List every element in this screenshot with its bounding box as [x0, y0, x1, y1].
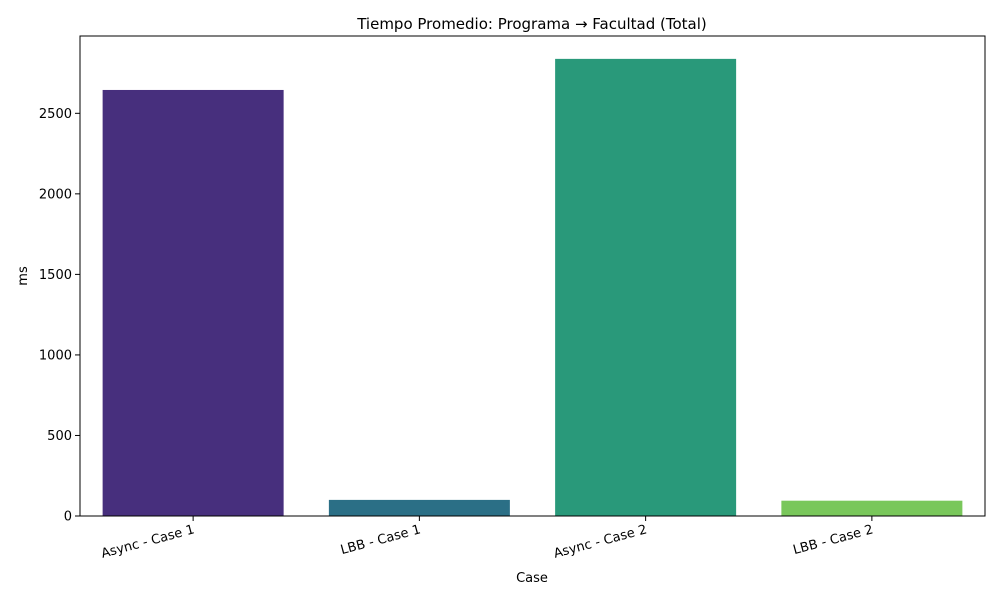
- x-tick-label: LBB - Case 1: [339, 522, 422, 558]
- y-tick-label: 1500: [39, 268, 72, 283]
- x-axis: Async - Case 1 LBB - Case 1 Async - Case 2…: [100, 516, 875, 562]
- y-tick-label: 2500: [39, 107, 72, 122]
- y-tick-label: 1000: [39, 348, 72, 363]
- y-tick-label: 500: [47, 429, 72, 444]
- x-tick-label: Async - Case 1: [100, 522, 197, 561]
- bars-group: [102, 58, 963, 517]
- y-axis-label: ms: [16, 266, 31, 286]
- bar-2: [328, 499, 510, 516]
- y-tick-label: 2000: [39, 187, 72, 202]
- x-axis-label: Case: [516, 571, 548, 586]
- plot-frame: [79, 35, 986, 517]
- y-axis: 0 500 1000 1500 2000 2500: [39, 107, 80, 525]
- x-tick-label: Async - Case 2: [552, 522, 649, 561]
- chart-title: Tiempo Promedio: Programa → Facultad (To…: [356, 15, 707, 33]
- bar-4: [781, 500, 963, 516]
- bar-3: [555, 58, 737, 516]
- bar-1: [102, 89, 284, 517]
- y-tick-label: 0: [64, 510, 72, 525]
- x-tick-label: LBB - Case 2: [792, 522, 875, 558]
